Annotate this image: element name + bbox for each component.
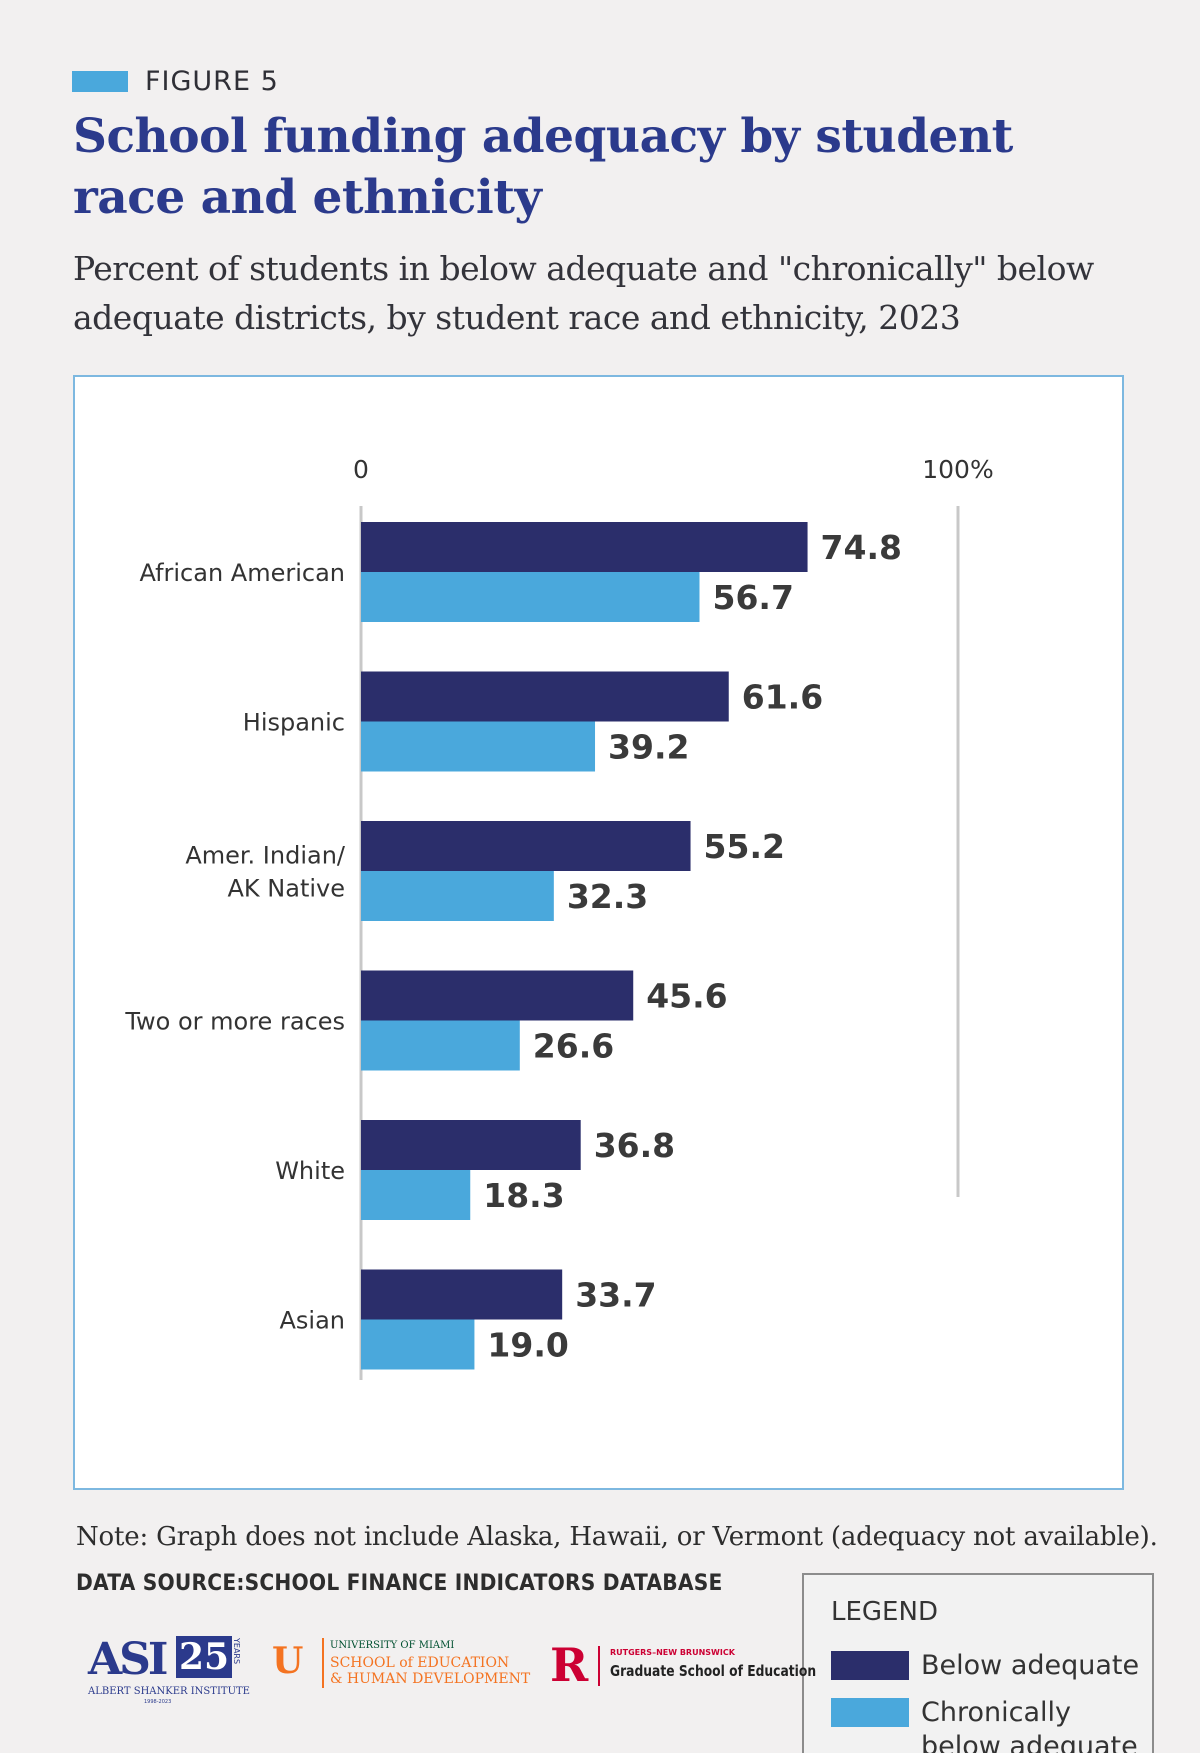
bar-african-american-chronically-below-adequate	[361, 572, 700, 622]
value-label-white-chronically-below-adequate: 18.3	[483, 1176, 564, 1215]
value-label-asian-chronically-below-adequate: 19.0	[487, 1326, 568, 1365]
um-logo-line3: & HUMAN DEVELOPMENT	[330, 1671, 531, 1687]
rutgers-logo-divider	[598, 1646, 600, 1686]
chart-title: School funding adequacy by student race …	[73, 109, 1013, 225]
legend: LEGEND Below adequate Chronically below …	[802, 1573, 1154, 1753]
bar-asian-below-adequate	[361, 1269, 563, 1320]
category-label-amer-indian-ak-native-line2: AK Native	[228, 875, 346, 903]
value-label-hispanic-below-adequate: 61.6	[742, 678, 823, 717]
bar-hispanic-below-adequate	[361, 671, 729, 722]
value-label-african-american-below-adequate: 74.8	[821, 528, 902, 567]
legend-label-below-adequate: Below adequate	[921, 1650, 1140, 1681]
bar-amer-indian-ak-native-chronically-below-adequate	[361, 871, 554, 921]
legend-title: LEGEND	[831, 1597, 938, 1627]
bar-hispanic-chronically-below-adequate	[361, 721, 596, 772]
um-u-icon: U	[272, 1640, 304, 1682]
value-label-hispanic-chronically-below-adequate: 39.2	[608, 728, 689, 767]
value-label-amer-indian-ak-native-below-adequate: 55.2	[704, 827, 785, 866]
legend-label-chronically-below-adequate: Chronically below adequate	[921, 1697, 1138, 1753]
bar-chart: 0 100% African American 74.8 56.7 Hispanic 61.…	[124, 455, 994, 1380]
asi-logo-name: ALBERT SHANKER INSTITUTE	[88, 1686, 250, 1697]
data-source: DATA SOURCE:SCHOOL FINANCE INDICATORS DA…	[76, 1571, 723, 1596]
albert-shanker-institute-logo: ASI 25 YEARS ALBERT SHANKER INSTITUTE 19…	[84, 1630, 250, 1708]
figure-label: FIGURE 5	[145, 66, 279, 97]
bar-white-below-adequate	[361, 1120, 581, 1170]
category-label-amer-indian-ak-native-line1: Amer. Indian/	[185, 842, 346, 870]
bar-white-chronically-below-adequate	[361, 1170, 471, 1220]
figure-tag-swatch	[72, 71, 128, 92]
legend-item-chronically-below-adequate: Chronically below adequate	[831, 1696, 1141, 1753]
asi-logo-letters: ASI	[88, 1634, 168, 1685]
chart-subtitle: Percent of students in below adequate an…	[73, 249, 1094, 337]
um-logo-line2: SCHOOL of EDUCATION	[330, 1655, 510, 1671]
chart-panel: 0 100% African American 74.8 56.7 Hispanic 61.…	[73, 375, 1154, 1753]
legend-swatch-chronically-below-adequate	[831, 1698, 909, 1727]
bar-two-or-more-races-chronically-below-adequate	[361, 1020, 520, 1071]
value-label-african-american-chronically-below-adequate: 56.7	[712, 578, 793, 617]
rutgers-logo-line1: RUTGERS–NEW BRUNSWICK	[610, 1648, 735, 1657]
value-label-asian-below-adequate: 33.7	[575, 1276, 656, 1315]
value-label-amer-indian-ak-native-chronically-below-adequate: 32.3	[567, 877, 648, 916]
bar-asian-chronically-below-adequate	[361, 1319, 475, 1370]
rutgers-logo: R RUTGERS–NEW BRUNSWICK Graduate School …	[550, 1638, 816, 1692]
category-label-hispanic: Hispanic	[243, 709, 345, 737]
legend-swatch-below-adequate	[831, 1651, 909, 1680]
bar-two-or-more-races-below-adequate	[361, 970, 634, 1021]
value-label-two-or-more-races-chronically-below-adequate: 26.6	[533, 1027, 614, 1066]
rutgers-logo-line2: Graduate School of Education	[610, 1662, 817, 1680]
bar-amer-indian-ak-native-below-adequate	[361, 821, 691, 871]
rutgers-r-icon: R	[550, 1638, 589, 1692]
figure-tag: FIGURE 5	[72, 66, 279, 97]
asi-logo-25: 25	[176, 1636, 232, 1678]
asi-logo-dates: 1998-2023	[144, 1699, 172, 1705]
category-label-asian: Asian	[279, 1307, 345, 1335]
category-label-african-american: African American	[140, 559, 346, 587]
category-label-two-or-more-races: Two or more races	[124, 1008, 345, 1036]
asi-logo-years: YEARS	[232, 1638, 241, 1665]
university-of-miami-logo: U UNIVERSITY OF MIAMI SCHOOL of EDUCATIO…	[272, 1638, 530, 1694]
x-tick-label-100: 100%	[922, 455, 993, 484]
um-logo-line1: UNIVERSITY OF MIAMI	[330, 1640, 455, 1651]
category-label-white: White	[275, 1157, 345, 1185]
um-logo-divider	[322, 1638, 324, 1688]
value-label-two-or-more-races-below-adequate: 45.6	[646, 977, 727, 1016]
legend-item-below-adequate: Below adequate	[831, 1649, 1141, 1683]
footnote: Note: Graph does not include Alaska, Haw…	[76, 1522, 1158, 1552]
x-tick-label-0: 0	[353, 455, 369, 484]
bar-african-american-below-adequate	[361, 522, 808, 572]
value-label-white-below-adequate: 36.8	[594, 1126, 675, 1165]
